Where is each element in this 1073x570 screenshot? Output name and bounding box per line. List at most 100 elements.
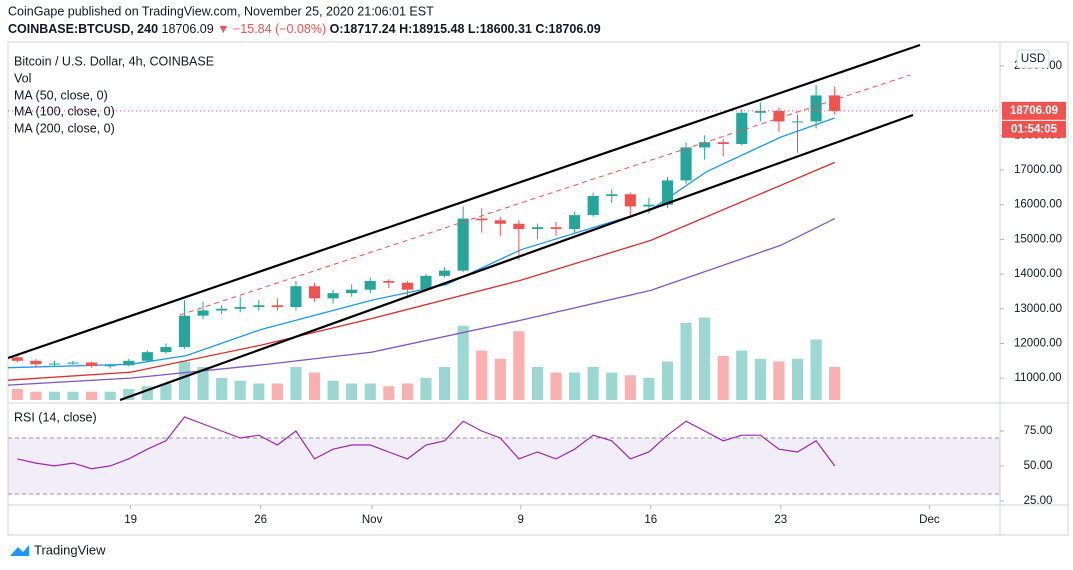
candle-body	[308, 286, 321, 299]
volume-bar	[86, 391, 98, 400]
low: L:18600.31	[468, 22, 532, 36]
symbol-line: COINBASE:BTCUSD, 240 18706.09 ▼ −15.84 (…	[8, 22, 601, 36]
candle-body	[67, 362, 79, 364]
volume-bar	[606, 372, 618, 400]
candle-body	[773, 111, 785, 122]
x-tick-label: 9	[518, 514, 524, 526]
volume-bar	[197, 367, 209, 400]
volume-bar	[420, 378, 432, 400]
volume-bar	[216, 378, 228, 400]
candle-body	[810, 95, 822, 122]
candle-body	[736, 112, 748, 144]
volume-bar	[680, 323, 692, 400]
publisher: CoinGape published on TradingView.com, N…	[8, 4, 434, 18]
y-tick-label: 16000.00	[1014, 199, 1062, 211]
rsi-band	[8, 437, 1000, 494]
volume-bar	[234, 380, 246, 400]
candle-body	[550, 227, 562, 229]
moving-average	[8, 161, 835, 381]
candle-body	[141, 352, 153, 361]
candle-body	[661, 180, 674, 205]
legend-title: Bitcoin / U.S. Dollar, 4h, COINBASE	[14, 54, 214, 68]
candle-body	[48, 363, 61, 365]
candle-body	[178, 315, 191, 347]
volume-bar	[123, 389, 135, 400]
volume-bar	[699, 317, 711, 400]
high: H:18915.48	[399, 22, 464, 36]
rsi-tick-label: 50.00	[1024, 460, 1053, 472]
y-tick-label: 14000.00	[1014, 268, 1062, 280]
volume-bar	[624, 375, 636, 400]
volume-bar	[791, 358, 804, 400]
axes: 11000.00 12000.00 13000.00 14000.00 15000.00…	[124, 60, 1066, 526]
currency-button[interactable]	[1016, 49, 1050, 69]
last-price-label: 18706.09	[1010, 105, 1058, 117]
currency[interactable]: USD	[1021, 53, 1045, 65]
candle-body	[383, 281, 395, 283]
last-price-box	[1002, 101, 1066, 120]
candle-body	[420, 275, 432, 290]
volume-bar	[569, 372, 581, 400]
candle-body	[197, 310, 209, 316]
open: O:18717.24	[330, 22, 396, 36]
candle-body	[438, 270, 451, 276]
candle-body	[86, 362, 98, 367]
volume-bar	[383, 386, 395, 400]
y-tick-label: 13000.00	[1014, 303, 1062, 315]
x-tick-label: Nov	[362, 514, 383, 526]
volume-bar	[773, 361, 785, 400]
volume-bar	[531, 367, 544, 400]
candle-body	[123, 360, 135, 366]
volume-bar	[346, 383, 358, 400]
countdown: 01:54:05	[1011, 123, 1058, 135]
x-tick-label: 26	[254, 514, 267, 526]
volume-bar	[810, 339, 822, 400]
moving-average	[8, 117, 835, 369]
lower-channel	[119, 113, 914, 402]
volume-bar	[290, 367, 302, 400]
rsi-tick-label: 75.00	[1024, 425, 1053, 437]
upper-channel	[8, 43, 921, 360]
candle-body	[624, 194, 636, 207]
volume-bar	[48, 391, 61, 400]
mid-channel	[179, 74, 911, 316]
rsi-tick-label: 25.00	[1024, 495, 1053, 507]
volume-bar	[643, 378, 655, 400]
x-tick-label: 23	[774, 514, 787, 526]
x-tick-label: Dec	[919, 514, 940, 526]
volume-bar	[476, 350, 488, 400]
volume-bar	[327, 380, 339, 400]
volume-bar	[104, 391, 116, 400]
change: ▼ −15.84 (−0.08%)	[217, 22, 326, 36]
candle-body	[271, 305, 283, 308]
logo	[10, 545, 29, 556]
volume-bar	[513, 331, 525, 400]
candle-body	[104, 365, 116, 367]
volume-bar	[550, 372, 562, 400]
volume-bar	[160, 383, 172, 400]
rsi-line	[17, 416, 836, 470]
candle-body	[699, 142, 711, 148]
candle-body	[160, 346, 172, 353]
legend-ma50: MA (50, close, 0)	[14, 88, 108, 102]
volume-bar	[178, 361, 191, 400]
legend-ma200: MA (200, close, 0)	[14, 121, 115, 135]
candle-body	[643, 204, 655, 207]
volume-bar	[736, 350, 748, 400]
candle-body	[569, 215, 581, 229]
candle-body	[531, 227, 544, 229]
volume-bar	[494, 358, 506, 400]
candle-body	[476, 218, 488, 221]
rsi-pane	[8, 416, 1000, 495]
footer: TradingView	[34, 542, 106, 557]
candle-body	[587, 196, 599, 216]
symbol: COINBASE:BTCUSD, 240	[8, 22, 158, 36]
x-tick-label: 19	[124, 514, 137, 526]
candle-body	[754, 111, 766, 113]
y-tick-label: 17000.00	[1014, 164, 1062, 176]
volume-bar	[754, 358, 766, 400]
chart-border	[7, 41, 1069, 536]
y-tick-label: 15000.00	[1014, 233, 1062, 245]
